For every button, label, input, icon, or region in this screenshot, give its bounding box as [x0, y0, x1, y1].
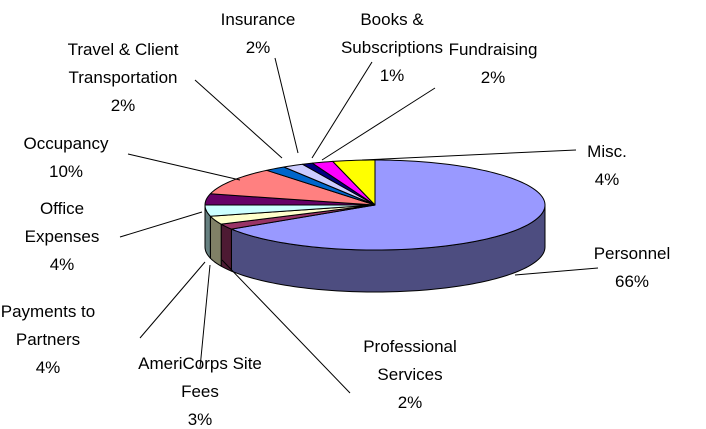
slice-label: Personnel 66%: [577, 240, 687, 296]
leader-line: [194, 79, 283, 159]
leader-line: [221, 259, 351, 394]
slice-label: Fundraising 2%: [433, 36, 553, 92]
slice-label: Insurance 2%: [203, 6, 313, 62]
leader-line: [139, 261, 206, 339]
category-label: Occupancy: [23, 134, 109, 153]
value-label: 3%: [187, 410, 213, 429]
value-label: 10%: [48, 162, 84, 181]
leader-line: [361, 149, 577, 161]
value-label: 66%: [614, 272, 650, 291]
leader-line: [321, 87, 436, 161]
slice: [266, 166, 376, 206]
category-label: Office Expenses: [24, 199, 100, 246]
slice: [204, 204, 376, 217]
category-label: Insurance: [220, 10, 296, 29]
value-label: 2%: [245, 38, 271, 57]
slice-label: Payments to Partners 4%: [0, 298, 103, 382]
category-label: Professional Services: [363, 337, 457, 384]
leader-line: [119, 211, 203, 238]
category-label: Books & Subscriptions: [340, 10, 444, 57]
slice: [230, 159, 546, 251]
value-label: 1%: [379, 66, 405, 85]
slice: [209, 204, 376, 225]
category-label: Travel & Client Transportation: [67, 40, 179, 87]
category-label: Fundraising: [448, 40, 538, 59]
category-label: Payments to Partners: [0, 302, 96, 349]
slice-label: Books & Subscriptions 1%: [322, 6, 462, 90]
slice-label: Professional Services 2%: [340, 333, 480, 417]
category-label: Misc.: [587, 142, 627, 161]
slice: [209, 169, 376, 206]
leader-line: [311, 61, 373, 159]
value-label: 4%: [594, 170, 620, 189]
leader-line: [274, 57, 299, 154]
value-label: 4%: [49, 255, 75, 274]
value-label: 4%: [35, 358, 61, 377]
slice: [283, 163, 376, 206]
category-label: AmeriCorps Site Fees: [138, 354, 262, 401]
slice-label: Office Expenses 4%: [12, 195, 112, 279]
slice-label: Occupancy 10%: [1, 130, 131, 186]
leader-line: [514, 267, 599, 276]
value-label: 2%: [110, 96, 136, 115]
leader-line: [199, 264, 211, 369]
leader-line: [127, 153, 241, 181]
category-label: Personnel: [593, 244, 671, 263]
value-label: 2%: [480, 68, 506, 87]
slice-label: Misc. 4%: [567, 138, 647, 194]
slice-label: Travel & Client Transportation 2%: [48, 36, 198, 120]
slice: [311, 160, 376, 206]
value-label: 2%: [397, 393, 423, 412]
slice-label: AmeriCorps Site Fees 3%: [120, 350, 280, 429]
